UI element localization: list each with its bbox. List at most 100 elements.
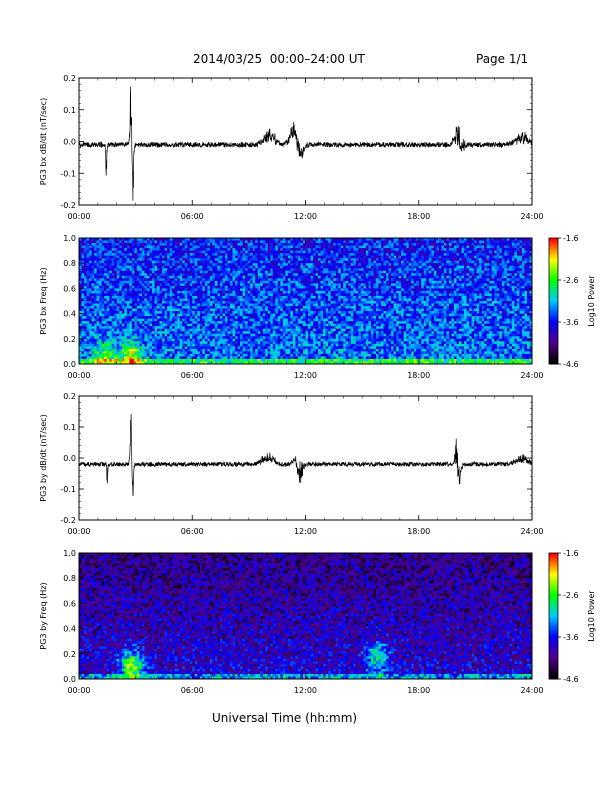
heatmap-cell bbox=[348, 301, 352, 304]
heatmap-cell bbox=[433, 245, 437, 249]
heatmap-cell bbox=[310, 238, 314, 241]
heatmap-cell bbox=[521, 285, 525, 289]
heatmap-cell bbox=[469, 265, 472, 269]
heatmap-cell bbox=[378, 240, 382, 244]
heatmap-cell bbox=[365, 258, 369, 262]
heatmap-cell bbox=[363, 255, 367, 259]
heatmap-cell bbox=[275, 288, 279, 292]
heatmap-cell bbox=[476, 248, 480, 251]
heatmap-cell bbox=[146, 265, 150, 269]
heatmap-cell bbox=[310, 258, 314, 262]
heatmap-cell bbox=[141, 245, 145, 249]
heatmap-cell bbox=[340, 258, 344, 262]
heatmap-cell bbox=[489, 243, 493, 246]
heatmap-cell bbox=[116, 301, 120, 304]
heatmap-cell bbox=[214, 288, 218, 292]
heatmap-cell bbox=[84, 250, 87, 254]
heatmap-cell bbox=[496, 278, 500, 282]
heatmap-cell bbox=[428, 301, 432, 304]
heatmap-cell bbox=[403, 301, 407, 304]
heatmap-cell bbox=[378, 263, 382, 267]
heatmap-cell bbox=[209, 250, 213, 254]
heatmap-cell bbox=[443, 268, 447, 272]
heatmap-cell bbox=[443, 270, 447, 274]
heatmap-cell bbox=[504, 263, 508, 267]
heatmap-cell bbox=[159, 301, 163, 304]
heatmap-cell bbox=[330, 298, 334, 302]
heatmap-cell bbox=[333, 270, 337, 274]
heatmap-cell bbox=[350, 285, 354, 289]
heatmap-cell bbox=[396, 250, 400, 254]
heatmap-cell bbox=[514, 250, 518, 254]
heatmap-cell bbox=[265, 270, 269, 274]
heatmap-cell bbox=[162, 238, 165, 241]
heatmap-cell bbox=[129, 260, 133, 264]
heatmap-cell bbox=[282, 275, 286, 279]
heatmap-cell bbox=[187, 260, 191, 264]
heatmap-cell bbox=[506, 303, 510, 307]
heatmap-cell bbox=[101, 245, 105, 249]
heatmap-cell bbox=[516, 253, 520, 257]
heatmap-cell bbox=[338, 258, 342, 262]
heatmap-cell bbox=[330, 250, 334, 254]
heatmap-cell bbox=[227, 248, 231, 251]
heatmap-cell bbox=[245, 280, 249, 284]
heatmap-cell bbox=[496, 265, 500, 269]
heatmap-cell bbox=[267, 263, 271, 267]
heatmap-cell bbox=[484, 290, 488, 294]
heatmap-cell bbox=[310, 295, 314, 299]
heatmap-cell bbox=[360, 280, 364, 284]
heatmap-cell bbox=[308, 301, 311, 304]
heatmap-cell bbox=[109, 280, 113, 284]
heatmap-cell bbox=[224, 285, 228, 289]
heatmap-cell bbox=[501, 243, 505, 246]
heatmap-cell bbox=[260, 260, 264, 264]
heatmap-cell bbox=[320, 273, 324, 277]
heatmap-cell bbox=[438, 268, 442, 272]
heatmap-cell bbox=[363, 273, 367, 277]
heatmap-cell bbox=[134, 295, 138, 299]
heatmap-cell bbox=[192, 245, 196, 249]
heatmap-cell bbox=[79, 253, 82, 257]
heatmap-cell bbox=[391, 288, 394, 292]
heatmap-cell bbox=[290, 263, 294, 267]
heatmap-cell bbox=[448, 265, 452, 269]
heatmap-cell bbox=[451, 270, 455, 274]
heatmap-cell bbox=[287, 245, 291, 249]
heatmap-cell bbox=[84, 263, 87, 267]
heatmap-cell bbox=[121, 275, 125, 279]
heatmap-cell bbox=[328, 273, 332, 277]
heatmap-cell bbox=[114, 245, 118, 249]
heatmap-cell bbox=[144, 265, 148, 269]
heatmap-cell bbox=[506, 275, 510, 279]
heatmap-cell bbox=[516, 285, 520, 289]
heatmap-cell bbox=[235, 243, 238, 246]
heatmap-cell bbox=[441, 245, 445, 249]
heatmap-cell bbox=[320, 258, 324, 262]
heatmap-cell bbox=[516, 268, 520, 272]
heatmap-cell bbox=[149, 293, 153, 297]
heatmap-cell bbox=[423, 265, 427, 269]
heatmap-cell bbox=[121, 263, 125, 267]
heatmap-cell bbox=[177, 303, 181, 307]
heatmap-cell bbox=[119, 255, 123, 259]
heatmap-cell bbox=[441, 268, 445, 272]
heatmap-cell bbox=[129, 280, 133, 284]
heatmap-cell bbox=[111, 285, 115, 289]
heatmap-cell bbox=[79, 263, 82, 267]
heatmap-cell bbox=[227, 268, 231, 272]
heatmap-cell bbox=[370, 293, 374, 297]
heatmap-cell bbox=[391, 290, 394, 294]
heatmap-cell bbox=[106, 240, 110, 244]
heatmap-cell bbox=[300, 258, 304, 262]
heatmap-cell bbox=[436, 255, 440, 259]
heatmap-cell bbox=[433, 268, 437, 272]
heatmap-cell bbox=[524, 283, 528, 287]
heatmap-cell bbox=[199, 301, 203, 304]
heatmap-cell bbox=[381, 293, 384, 297]
heatmap-cell bbox=[177, 273, 181, 277]
heatmap-cell bbox=[305, 270, 309, 274]
heatmap-cell bbox=[214, 253, 218, 257]
heatmap-cell bbox=[489, 245, 493, 249]
heatmap-cell bbox=[318, 270, 321, 274]
